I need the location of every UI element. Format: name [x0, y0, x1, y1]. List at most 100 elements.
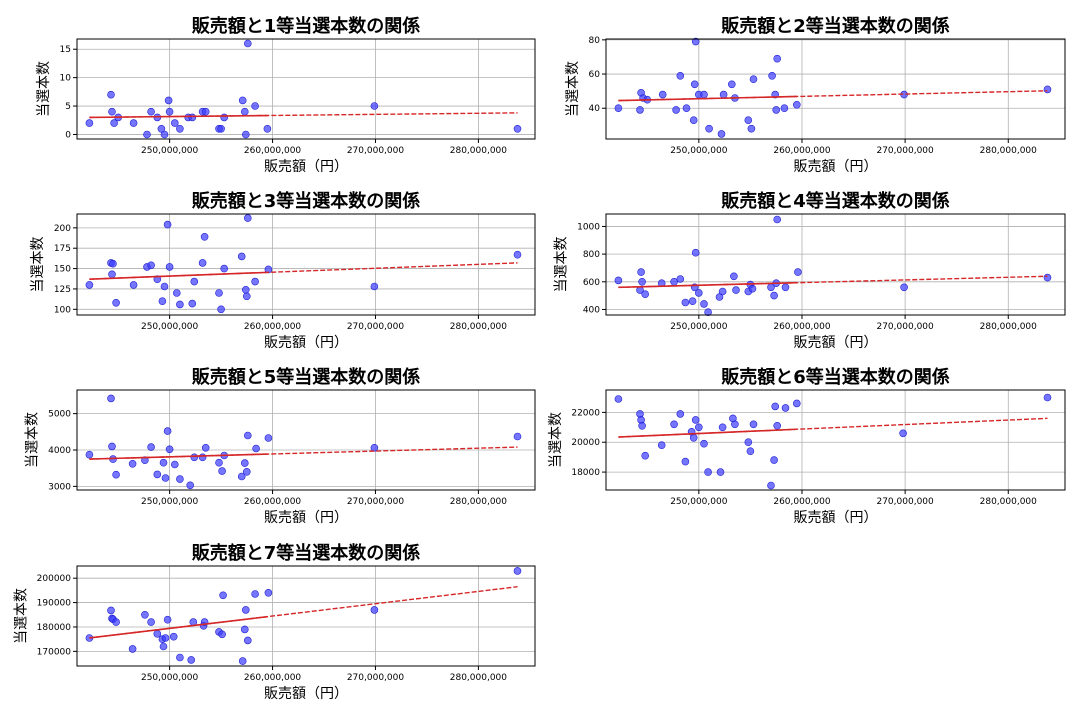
data-point	[658, 90, 667, 99]
data-point	[672, 106, 680, 114]
data-point	[691, 248, 700, 257]
data-point	[128, 459, 137, 468]
chart-title: 販売額と7等当選本数の関係	[192, 542, 421, 564]
y-tick-label: 100	[54, 305, 71, 315]
x-axis-label: 販売額（円）	[794, 510, 878, 526]
data-point	[238, 96, 247, 105]
data-point	[201, 443, 210, 452]
data-point	[773, 421, 782, 430]
plot-frame	[605, 213, 1066, 316]
data-point	[220, 264, 228, 273]
data-point	[188, 113, 197, 122]
data-point	[1043, 393, 1052, 402]
data-point	[370, 102, 379, 110]
data-point	[676, 410, 685, 418]
data-point	[147, 618, 155, 626]
data-point	[263, 125, 272, 133]
x-tick-label: 270,000,000	[876, 146, 934, 156]
y-tick-label: 40	[589, 104, 601, 114]
data-point	[781, 404, 790, 412]
x-tick-label: 260,000,000	[244, 146, 302, 156]
data-point	[215, 458, 223, 467]
data-point	[160, 282, 169, 291]
data-point	[676, 72, 685, 80]
x-tick-label: 270,000,000	[347, 146, 405, 156]
chart-title: 販売額と4等当選本数の関係	[721, 190, 950, 212]
data-point	[85, 119, 94, 127]
x-tick-label: 250,000,000	[670, 146, 728, 156]
x-tick-label: 280,000,000	[450, 322, 508, 332]
data-point	[238, 657, 247, 665]
data-point	[792, 399, 801, 408]
data-point	[244, 214, 252, 222]
data-point	[128, 645, 137, 653]
data-point	[129, 281, 138, 289]
data-point	[147, 107, 155, 116]
data-point	[770, 291, 778, 300]
data-point	[513, 250, 522, 259]
x-tick-label: 250,000,000	[141, 146, 199, 156]
x-axis-label: 販売額（円）	[264, 159, 348, 175]
x-axis-label: 販売額（円）	[264, 335, 348, 351]
x-tick-label: 250,000,000	[670, 322, 728, 332]
plot-frame	[605, 38, 1066, 140]
data-point	[691, 416, 700, 424]
data-point	[700, 439, 708, 448]
data-point	[748, 284, 757, 293]
y-tick-label: 150	[54, 265, 71, 275]
data-point	[147, 261, 155, 270]
data-point	[744, 116, 753, 124]
x-tick-label: 260,000,000	[244, 322, 302, 332]
x-tick-label: 280,000,000	[980, 497, 1038, 507]
data-point	[198, 259, 207, 267]
data-point	[141, 456, 149, 465]
data-point	[217, 305, 225, 314]
x-tick-label: 270,000,000	[347, 322, 405, 332]
data-point	[749, 420, 758, 429]
data-point	[370, 443, 379, 452]
x-tick-label: 260,000,000	[773, 146, 831, 156]
data-point	[682, 104, 691, 112]
chart-title: 販売額と2等当選本数の関係	[721, 15, 950, 37]
data-point	[900, 283, 908, 292]
y-tick-label: 600	[583, 278, 600, 288]
data-point	[237, 252, 246, 261]
data-point	[899, 429, 907, 438]
x-axis-label: 販売額（円）	[794, 159, 878, 175]
data-point	[614, 104, 623, 112]
data-point	[744, 438, 753, 447]
data-point	[241, 459, 249, 467]
y-tick-label: 190000	[37, 599, 72, 609]
data-point	[241, 107, 249, 116]
data-point	[242, 130, 250, 139]
data-point	[163, 615, 172, 624]
data-point	[1043, 273, 1052, 282]
data-point	[143, 130, 151, 139]
chart-panel-7: 販売額と7等当選本数の関係 250,000,000 260,000,000 270,0…	[13, 542, 536, 702]
data-point	[108, 270, 116, 279]
data-point	[163, 220, 172, 229]
data-point	[108, 107, 116, 116]
data-point	[771, 402, 780, 411]
data-point	[110, 119, 118, 127]
data-point	[772, 106, 781, 114]
data-point	[85, 450, 94, 459]
chart-panel-2: 販売額と2等当選本数の関係 250,000,000 260,000,000 270,0…	[565, 15, 1066, 175]
plot-frame	[76, 565, 536, 667]
x-axis-label: 販売額（円）	[794, 335, 878, 351]
x-tick-label: 260,000,000	[773, 322, 831, 332]
data-point	[176, 475, 184, 483]
data-point	[173, 289, 181, 297]
data-point	[164, 96, 173, 105]
x-tick-label: 250,000,000	[141, 497, 199, 507]
y-axis-label: 当選本数	[30, 237, 46, 293]
data-point	[107, 394, 115, 403]
x-tick-label: 250,000,000	[141, 673, 199, 683]
x-tick-label: 270,000,000	[876, 322, 934, 332]
y-tick-label: 0	[65, 130, 71, 140]
data-point	[718, 287, 727, 296]
y-tick-label: 175	[54, 244, 71, 254]
data-point	[780, 104, 789, 112]
data-point	[219, 591, 227, 600]
data-point	[165, 445, 174, 454]
